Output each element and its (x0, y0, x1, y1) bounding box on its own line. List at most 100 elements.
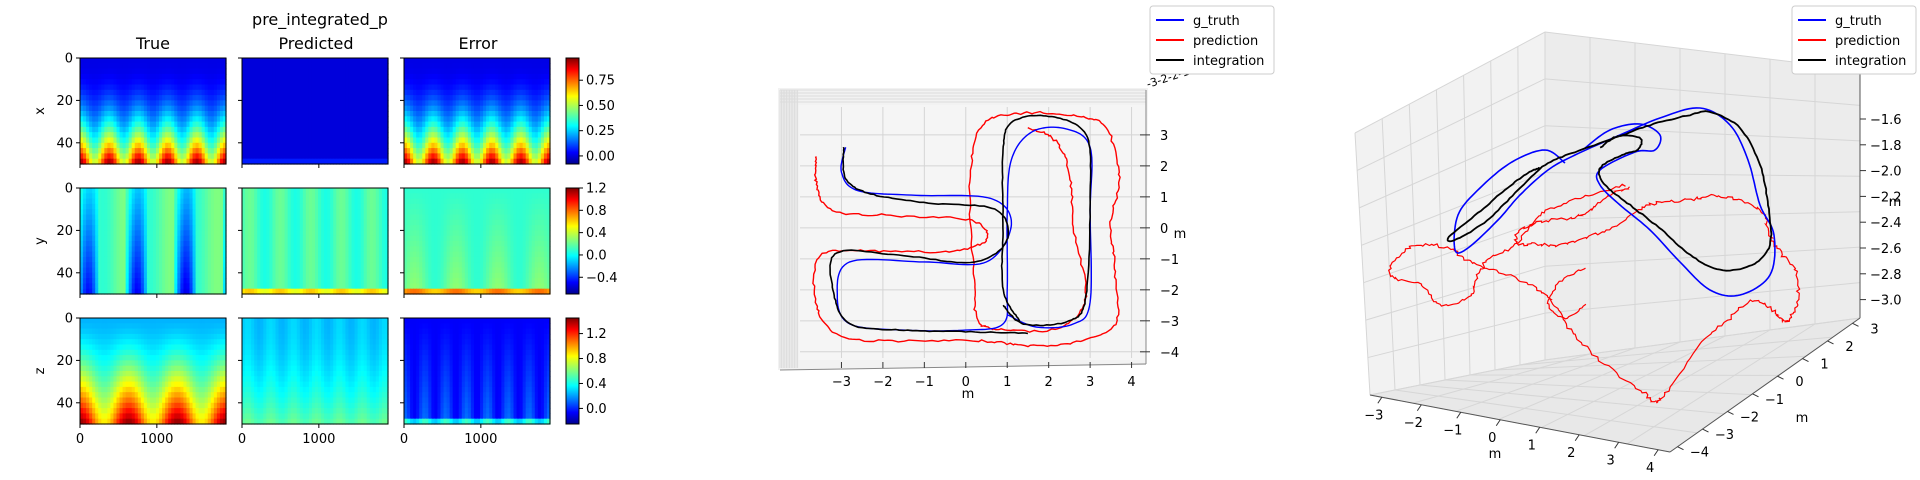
heatmap-cell (210, 267, 215, 274)
heatmap-cell (260, 126, 264, 133)
heatmap-cell (452, 148, 457, 154)
heatmap-cell (290, 73, 295, 80)
heatmap-cell (431, 79, 436, 86)
heatmap-cell (278, 230, 283, 237)
heatmap-cell (80, 105, 84, 112)
heatmap-cell (321, 198, 325, 205)
heatmap-cell (284, 209, 289, 216)
heatmap-cell (281, 84, 286, 91)
heatmap-cell (440, 89, 445, 96)
heatmap-cell (254, 132, 258, 139)
heatmap-cell (92, 73, 96, 80)
heatmap-cell (495, 153, 499, 160)
heatmap-cell (119, 246, 124, 253)
heatmap-cell (311, 68, 316, 75)
heatmap-cell (95, 105, 99, 112)
heatmap-cell (516, 158, 521, 165)
heatmap-cell (125, 158, 130, 165)
heatmap-cell (272, 262, 277, 269)
heatmap-cell (464, 153, 469, 160)
heatmap-cell (254, 79, 258, 86)
heatmap-cell (296, 203, 301, 210)
heatmap-cell (495, 193, 499, 200)
heatmap-cell (446, 89, 451, 96)
heatmap-cell (107, 251, 112, 258)
heatmap-cell (516, 63, 521, 70)
heatmap-cell (299, 288, 304, 295)
heatmap-cell (372, 272, 377, 279)
heatmap-cell (131, 84, 136, 91)
heatmap-cell (354, 153, 359, 160)
heatmap-cell (327, 105, 331, 112)
heatmap-cell (290, 288, 295, 295)
heatmap-cell (83, 225, 87, 231)
heatmap-cell (507, 68, 512, 75)
heatmap-cell (407, 63, 411, 70)
heatmap-cell (186, 272, 191, 279)
heatmap-cell (501, 68, 505, 75)
heatmap-cell (404, 95, 408, 101)
heatmap-cell (257, 142, 261, 149)
heatmap-cell (104, 142, 108, 149)
heatmap-cell (143, 256, 148, 263)
heatmap-cell (95, 203, 99, 210)
heatmap-cell (177, 288, 181, 295)
heatmap-cell (269, 111, 274, 117)
heatmap-cell (357, 137, 362, 144)
heatmap-cell (492, 84, 496, 91)
heatmap-cell (278, 209, 283, 216)
heatmap-cell (248, 193, 252, 200)
heatmap-cell (501, 137, 505, 144)
heatmap-cell (416, 100, 420, 107)
y-tick-label: 40 (56, 266, 73, 281)
heatmap-cell (113, 63, 118, 70)
heatmap-cell (210, 68, 215, 75)
heatmap-cell (189, 89, 194, 96)
heatmap-cell (486, 142, 490, 149)
heatmap-cell (315, 132, 319, 139)
heatmap-cell (204, 209, 209, 216)
heatmap-cell (513, 153, 518, 160)
heatmap-cell (254, 198, 258, 205)
heatmap-cell (146, 63, 151, 70)
heatmap-cell (302, 272, 307, 279)
heatmap-cell (357, 241, 362, 247)
heatmap-cell (516, 68, 521, 75)
heatmap-cell (248, 267, 252, 274)
heatmap-cell (216, 121, 221, 128)
heatmap-cell (186, 73, 191, 80)
heatmap-cell (348, 288, 353, 295)
heatmap-cell (407, 121, 411, 128)
heatmap-cell (290, 68, 295, 75)
heatmap-cell (507, 158, 512, 165)
heatmap-cell (416, 121, 420, 128)
heatmap-cell (507, 84, 512, 91)
heatmap-cell (458, 111, 463, 117)
heatmap-cell (269, 116, 274, 123)
heatmap-cell (534, 188, 539, 194)
heatmap-cell (107, 79, 112, 86)
heatmap-cell (113, 251, 118, 258)
heatmap-cell (425, 95, 429, 101)
heatmap-cell (287, 251, 292, 258)
heatmap-cell (381, 142, 386, 149)
heatmap-cell (299, 246, 304, 253)
heatmap-cell (192, 137, 197, 144)
heatmap-cell (470, 95, 475, 101)
heatmap-cell (195, 230, 200, 237)
heatmap-cell (366, 267, 371, 274)
heatmap-cell (419, 137, 423, 144)
heatmap-cell (449, 142, 454, 149)
heatmap-cell (287, 203, 292, 210)
heatmap-cell (437, 198, 442, 205)
heatmap-cell (296, 95, 301, 101)
heatmap-cell (95, 95, 99, 101)
heatmap-cell (354, 256, 359, 263)
heatmap-cell (110, 209, 115, 216)
heatmap-cell (299, 116, 304, 123)
heatmap-cell (333, 153, 337, 160)
heatmap-cell (213, 58, 218, 64)
heatmap-cell (284, 63, 289, 70)
heatmap-cell (254, 272, 258, 279)
heatmap-cell (363, 188, 368, 194)
